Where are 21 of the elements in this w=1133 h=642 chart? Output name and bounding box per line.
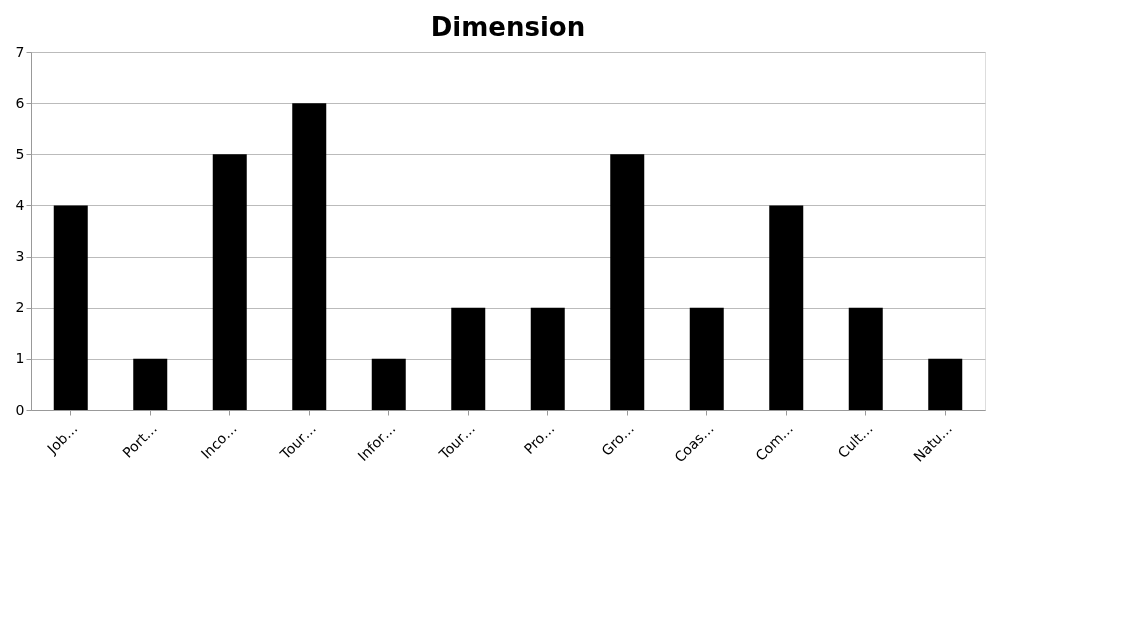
bar (928, 358, 963, 410)
y-tick-label: 3 (15, 248, 25, 265)
bar (689, 307, 724, 410)
y-tick-label: 4 (15, 196, 25, 213)
bar (530, 307, 565, 410)
bar (292, 103, 327, 410)
bar (371, 358, 406, 410)
y-tick-label: 6 (15, 94, 25, 111)
y-tick-label: 5 (15, 145, 25, 162)
bar (610, 154, 645, 410)
chart-title: Dimension (430, 12, 586, 42)
y-tick-label: 1 (15, 350, 25, 367)
bar (848, 307, 883, 410)
bar (53, 205, 88, 410)
bar (451, 307, 486, 410)
y-tick-label: 2 (15, 299, 25, 316)
y-tick-label: 0 (15, 401, 25, 418)
bar (212, 154, 247, 410)
bar (133, 358, 168, 410)
bar (769, 205, 804, 410)
y-tick-label: 7 (15, 43, 25, 60)
